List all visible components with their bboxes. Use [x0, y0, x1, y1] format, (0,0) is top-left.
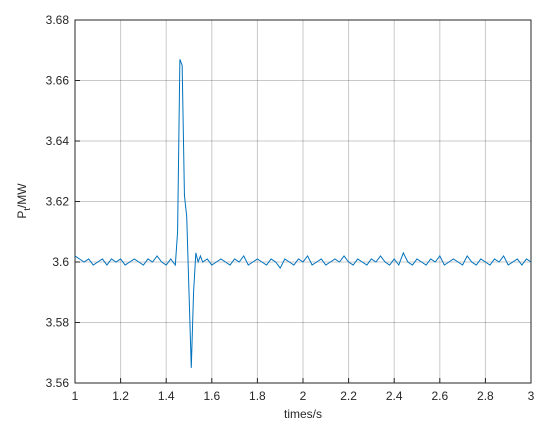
- plot-area: [75, 20, 531, 383]
- data-line: [74, 59, 532, 368]
- y-tick-label: 3.58: [46, 316, 70, 330]
- x-tick-label: 3: [528, 389, 535, 403]
- y-tick-label: 3.64: [46, 134, 70, 148]
- y-label-rest: /MW: [15, 183, 29, 208]
- x-tick-label: 2.8: [477, 389, 494, 403]
- x-tick-label: 2.4: [386, 389, 403, 403]
- x-tick-label: 2.2: [340, 389, 357, 403]
- x-axis-label: times/s: [284, 407, 322, 421]
- x-tick-label: 1.4: [158, 389, 175, 403]
- y-tick-label: 3.68: [46, 13, 70, 27]
- y-label-main: P: [15, 211, 29, 219]
- y-axis-label: Pt/MW: [15, 183, 32, 219]
- x-tick-label: 2.6: [431, 389, 448, 403]
- y-tick-label: 3.6: [52, 255, 69, 269]
- x-tick-label: 1.8: [249, 389, 266, 403]
- y-tick-label: 3.62: [46, 195, 70, 209]
- x-tick-label: 1.2: [112, 389, 129, 403]
- y-tick-label: 3.56: [46, 376, 70, 390]
- y-tick-label: 3.66: [46, 74, 70, 88]
- x-tick-label: 2: [300, 389, 307, 403]
- y-label-sub: t: [22, 208, 32, 211]
- x-tick-label: 1.6: [203, 389, 220, 403]
- x-tick-label: 1: [72, 389, 79, 403]
- axes-box: [74, 19, 532, 384]
